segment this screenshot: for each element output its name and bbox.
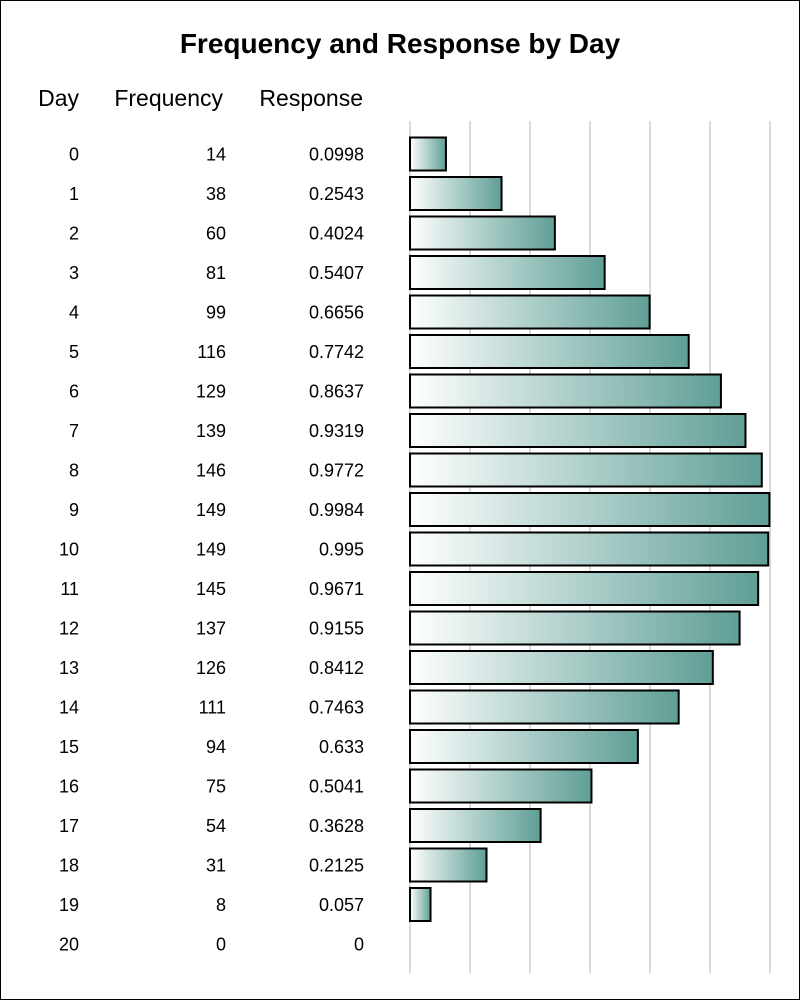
bar-day-4 [409, 294, 651, 330]
frequency-value-18: 31 [206, 856, 226, 876]
day-label-8: 8 [69, 461, 79, 481]
column-header-frequency: Frequency [114, 85, 223, 111]
frequency-value-16: 75 [206, 777, 226, 797]
frequency-value-10: 149 [196, 540, 226, 560]
response-value-4: 0.6656 [309, 303, 364, 323]
day-label-14: 14 [59, 698, 79, 718]
response-value-9: 0.9984 [309, 500, 364, 520]
bars [409, 136, 771, 922]
bar-day-1 [409, 176, 503, 211]
bar-day-0 [409, 136, 447, 172]
day-label-9: 9 [69, 500, 79, 520]
frequency-value-17: 54 [206, 816, 226, 836]
response-value-5: 0.7742 [309, 342, 364, 362]
response-value-11: 0.9671 [309, 579, 364, 599]
day-label-6: 6 [69, 382, 79, 402]
day-label-20: 20 [59, 935, 79, 955]
day-label-11: 11 [60, 579, 79, 599]
response-value-10: 0.995 [319, 540, 364, 560]
frequency-value-7: 139 [196, 421, 226, 441]
bar-day-17 [409, 808, 542, 843]
frequency-value-15: 94 [206, 737, 226, 757]
frequency-value-13: 126 [196, 658, 226, 678]
day-label-19: 19 [59, 895, 79, 915]
day-label-13: 13 [59, 658, 79, 678]
frequency-value-12: 137 [196, 619, 226, 639]
response-value-18: 0.2125 [309, 856, 364, 876]
day-label-1: 1 [69, 184, 79, 204]
day-label-4: 4 [69, 303, 79, 323]
response-value-6: 0.8637 [309, 382, 364, 402]
frequency-value-6: 129 [196, 382, 226, 402]
frequency-value-14: 111 [199, 698, 226, 718]
day-label-17: 17 [59, 816, 79, 836]
frequency-value-9: 149 [196, 500, 226, 520]
day-label-16: 16 [59, 777, 79, 797]
chart-title: Frequency and Response by Day [180, 28, 621, 59]
bar-day-7 [409, 413, 747, 448]
bar-day-14 [409, 689, 680, 725]
response-value-1: 0.2543 [309, 184, 364, 204]
day-label-0: 0 [69, 145, 79, 165]
day-label-3: 3 [69, 263, 79, 283]
bar-day-13 [409, 650, 714, 685]
frequency-value-19: 8 [216, 895, 226, 915]
bar-day-16 [409, 768, 593, 804]
bar-day-9 [409, 492, 771, 527]
response-value-17: 0.3628 [309, 816, 364, 836]
frequency-value-5: 116 [197, 342, 226, 362]
bar-day-8 [409, 452, 763, 488]
bar-day-11 [409, 571, 760, 606]
bar-day-2 [409, 215, 556, 251]
response-value-15: 0.633 [319, 737, 364, 757]
frequency-value-8: 146 [196, 461, 226, 481]
response-value-2: 0.4024 [309, 224, 364, 244]
frequency-value-4: 99 [206, 303, 226, 323]
bar-day-18 [409, 847, 488, 883]
column-header-response: Response [259, 85, 363, 111]
bar-day-10 [409, 531, 770, 567]
frequency-value-0: 14 [206, 145, 226, 165]
response-value-8: 0.9772 [309, 461, 364, 481]
response-value-13: 0.8412 [309, 658, 364, 678]
bar-day-12 [409, 610, 741, 646]
frequency-value-20: 0 [216, 935, 226, 955]
response-value-14: 0.7463 [309, 698, 364, 718]
bar-day-5 [409, 334, 690, 369]
response-value-7: 0.9319 [309, 421, 364, 441]
day-label-18: 18 [59, 856, 79, 876]
response-value-12: 0.9155 [309, 619, 364, 639]
response-value-19: 0.057 [319, 895, 364, 915]
frequency-value-11: 145 [196, 579, 226, 599]
day-label-7: 7 [69, 421, 79, 441]
bar-day-3 [409, 255, 606, 290]
response-value-16: 0.5041 [309, 777, 364, 797]
frequency-value-2: 60 [206, 224, 226, 244]
day-label-10: 10 [59, 540, 79, 560]
response-value-20: 0 [354, 935, 364, 955]
column-header-day: Day [38, 85, 79, 111]
day-label-12: 12 [59, 619, 79, 639]
frequency-value-3: 81 [206, 263, 226, 283]
bar-day-19 [409, 887, 432, 922]
day-label-5: 5 [69, 342, 79, 362]
day-label-2: 2 [69, 224, 79, 244]
frequency-value-1: 38 [206, 184, 226, 204]
bar-day-15 [409, 729, 639, 764]
bar-day-6 [409, 373, 722, 409]
response-value-0: 0.0998 [309, 145, 364, 165]
response-value-3: 0.5407 [309, 263, 364, 283]
day-label-15: 15 [59, 737, 79, 757]
